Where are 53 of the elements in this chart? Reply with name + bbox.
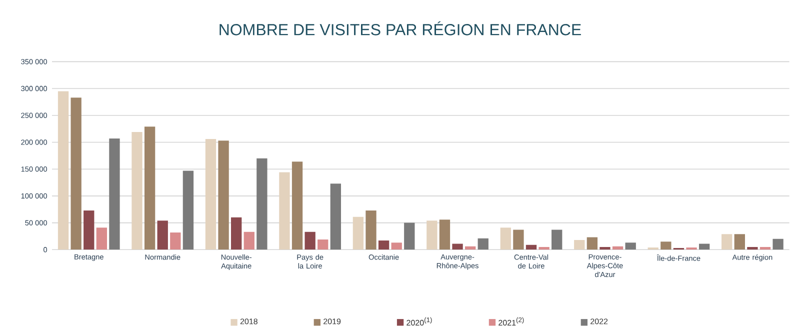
bar	[292, 162, 303, 250]
bar	[722, 234, 732, 250]
bar	[600, 246, 610, 250]
bar	[58, 91, 69, 250]
bar	[378, 240, 390, 250]
bar	[426, 220, 438, 250]
bar	[586, 237, 598, 250]
bar	[231, 217, 242, 250]
bar	[452, 244, 463, 250]
bar	[132, 132, 142, 250]
bar	[404, 222, 415, 250]
bar	[84, 210, 94, 250]
legend-label: 2018	[240, 318, 258, 324]
bar	[70, 98, 82, 250]
chart-title: NOMBRE DE VISITES PAR RÉGION EN FRANCE	[220, 21, 581, 36]
bar	[218, 140, 229, 250]
bar	[144, 126, 156, 250]
bar	[747, 246, 758, 250]
bar	[352, 216, 364, 250]
bar	[760, 246, 771, 250]
bar	[279, 172, 290, 250]
bar	[538, 246, 550, 250]
bar	[772, 238, 784, 250]
bar	[109, 138, 120, 250]
bar	[500, 228, 511, 250]
bar	[660, 242, 672, 250]
bar	[366, 210, 376, 250]
bar	[439, 220, 450, 250]
bar	[612, 246, 624, 250]
legend-label: 2021$^{(2)}$	[498, 317, 524, 326]
bar	[465, 246, 476, 250]
bar	[256, 158, 268, 250]
bar	[205, 139, 216, 250]
bar	[182, 170, 194, 250]
legend-label: 2020$^{(1)}$	[406, 317, 432, 326]
bar	[513, 230, 524, 250]
bar	[318, 239, 328, 250]
bar	[734, 234, 745, 250]
bar	[478, 238, 488, 250]
bar	[96, 228, 108, 250]
bar	[330, 184, 341, 250]
bar	[244, 232, 254, 250]
bar	[625, 242, 636, 250]
bar	[170, 232, 181, 250]
bar	[698, 244, 710, 250]
bar	[526, 244, 537, 250]
bar	[157, 220, 168, 250]
bar	[391, 242, 402, 250]
legend-label: 2022	[590, 318, 608, 324]
legend-label: 2019	[324, 318, 341, 324]
bar	[552, 230, 562, 250]
bar	[574, 240, 585, 250]
bar	[304, 232, 316, 250]
